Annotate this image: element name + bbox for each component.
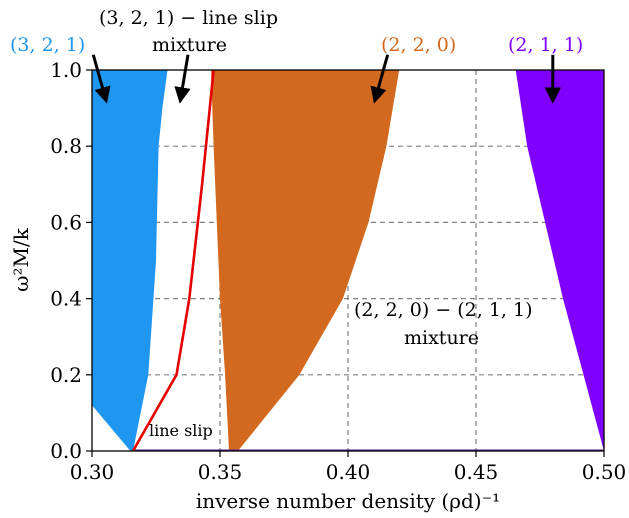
annotation-220-211-mixture: (2, 2, 0) − (2, 1, 1) [354, 299, 533, 321]
y-tick-label: 1.0 [50, 58, 82, 82]
annotation-arrow [91, 54, 111, 104]
annotation-arrow [370, 54, 390, 104]
annotation-line-slip: line slip [149, 421, 213, 440]
annotation-321: (3, 2, 1) [10, 34, 85, 56]
annotation-220: (2, 2, 0) [381, 34, 456, 56]
region-321 [92, 70, 168, 451]
x-tick-label: 0.30 [70, 460, 115, 484]
x-tick-label: 0.50 [582, 460, 627, 484]
x-tick-label: 0.45 [454, 460, 499, 484]
annotation-arrow [174, 54, 191, 104]
tick-layer: 0.30 0.35 0.40 0.45 0.50 0.0 0.2 0.4 0.6 0.8 1.0 [50, 58, 626, 484]
arrow-layer [91, 54, 562, 104]
annotation-mixture-bottom: mixture [404, 327, 479, 349]
region-220 [211, 70, 400, 451]
annotation-mixture-top: mixture [152, 34, 227, 56]
y-tick-label: 0.2 [50, 363, 82, 387]
y-tick-label: 0.4 [50, 287, 82, 311]
region-211 [515, 70, 604, 451]
annotation-211: (2, 1, 1) [508, 34, 583, 56]
y-axis-label: ω²M/k [9, 227, 33, 292]
x-tick-label: 0.35 [198, 460, 243, 484]
x-axis-label: inverse number density (ρd)⁻¹ [196, 489, 500, 513]
y-tick-label: 0.6 [50, 210, 82, 234]
line-slip-curve [131, 70, 215, 451]
y-tick-label: 0.0 [50, 439, 82, 463]
x-tick-label: 0.40 [326, 460, 371, 484]
region-layer [92, 70, 604, 451]
annotation-321-line-slip: (3, 2, 1) − line slip [99, 7, 278, 29]
y-tick-label: 0.8 [50, 134, 82, 158]
